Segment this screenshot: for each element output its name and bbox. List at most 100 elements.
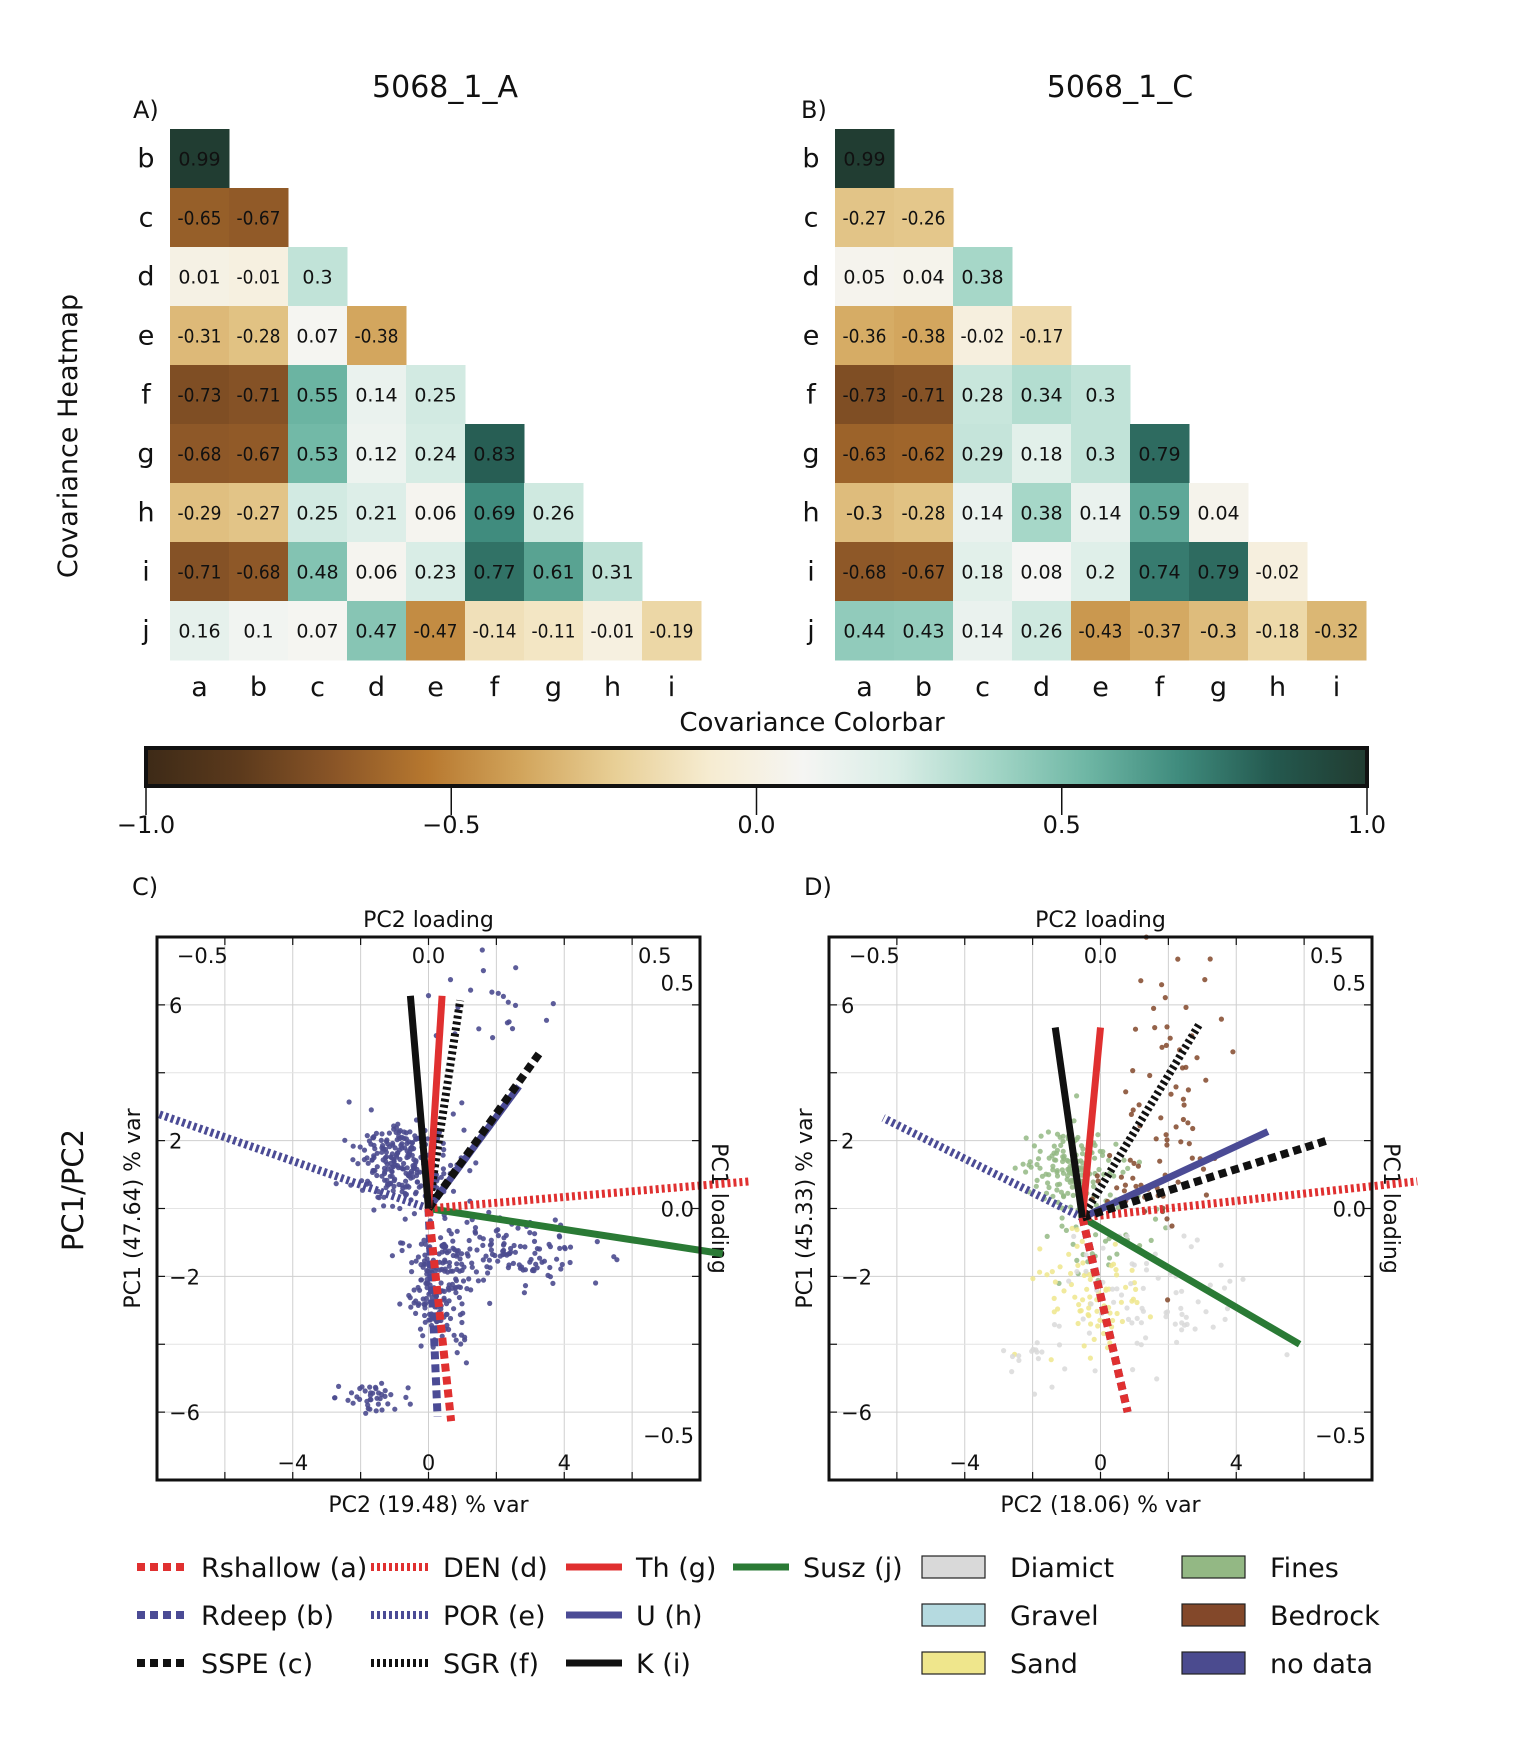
data-point <box>1119 1318 1125 1325</box>
heatmap-col-label: c <box>975 672 990 703</box>
data-point <box>381 1203 387 1209</box>
data-point <box>472 1225 479 1231</box>
data-point <box>513 965 519 971</box>
heatmap-cell <box>1012 424 1072 484</box>
legend-item: Bedrock <box>1181 1601 1380 1632</box>
data-point <box>453 1337 459 1343</box>
data-point <box>1075 1320 1081 1327</box>
data-point <box>1088 1321 1094 1327</box>
data-point <box>412 1191 419 1197</box>
data-point <box>1107 1310 1113 1316</box>
heatmap-cell <box>894 188 954 248</box>
legend-label: SSPE (c) <box>201 1649 313 1680</box>
data-point <box>1175 1179 1181 1185</box>
heatmap-cell-value: -0.02 <box>1256 562 1300 584</box>
data-point <box>467 1168 473 1174</box>
data-point <box>1085 1312 1091 1318</box>
data-point <box>1092 1155 1098 1161</box>
legend-item: no data <box>1181 1649 1373 1680</box>
data-point <box>382 1393 388 1399</box>
loadings <box>881 1020 1418 1414</box>
data-point <box>1185 1087 1191 1093</box>
data-point <box>357 1396 363 1402</box>
right-tick-label: 0.0 <box>661 1198 694 1222</box>
data-point <box>406 1243 412 1249</box>
data-point <box>413 1258 419 1264</box>
data-point <box>401 1135 407 1141</box>
data-point <box>401 1129 407 1135</box>
data-point <box>1086 1305 1092 1311</box>
data-point <box>1121 1157 1127 1163</box>
legend-label: SGR (f) <box>443 1649 539 1680</box>
data-point <box>1092 1368 1098 1374</box>
heatmap-cell-value: -0.01 <box>591 621 635 643</box>
data-point <box>406 1292 412 1299</box>
heatmap-cell <box>835 306 895 366</box>
data-point <box>1123 1284 1129 1290</box>
data-point <box>472 1229 478 1235</box>
data-point <box>558 1266 564 1272</box>
data-point <box>1108 1263 1114 1269</box>
data-point <box>531 1238 538 1244</box>
data-point <box>446 1260 453 1266</box>
data-point <box>488 1237 494 1243</box>
data-point <box>1057 1264 1063 1270</box>
data-point <box>1035 1156 1042 1162</box>
heatmap-cell-value: -0.38 <box>902 326 946 348</box>
data-point <box>411 1287 417 1293</box>
heatmap-cell <box>835 188 895 248</box>
heatmap-cell <box>1071 424 1131 484</box>
data-point <box>369 1157 375 1163</box>
data-point <box>466 1276 472 1282</box>
heatmap-cell <box>229 542 289 602</box>
data-point <box>379 1407 385 1413</box>
heatmap-cell-value: 0.3 <box>302 267 332 289</box>
data-point <box>1001 1348 1007 1354</box>
data-point <box>448 1162 454 1168</box>
data-point <box>469 1264 475 1270</box>
data-point <box>1053 1157 1059 1163</box>
data-point <box>1143 1335 1149 1341</box>
data-point <box>1155 1275 1161 1281</box>
heatmap-cell-value: 0.31 <box>591 562 633 584</box>
data-point <box>1188 1244 1194 1250</box>
heatmap-cell-value: 0.12 <box>355 444 397 466</box>
data-point <box>1134 1299 1140 1306</box>
data-point <box>1164 1024 1170 1030</box>
data-point <box>1194 1055 1200 1061</box>
data-point <box>1028 1164 1034 1170</box>
heatmap-cell-value: 0.34 <box>1020 385 1062 407</box>
data-point <box>1164 1142 1170 1148</box>
y-tick-label: 2 <box>169 1130 182 1154</box>
heatmap-cell-value: -0.28 <box>902 503 946 525</box>
loading-vector-g <box>425 995 446 1209</box>
data-point <box>495 990 501 996</box>
data-point <box>332 1395 338 1401</box>
data-point <box>483 1253 489 1259</box>
data-point <box>505 999 511 1005</box>
data-point <box>474 1247 480 1253</box>
data-point <box>1113 1141 1119 1147</box>
data-point <box>1129 1267 1135 1273</box>
data-point <box>1048 1357 1054 1363</box>
data-point <box>1147 1072 1153 1079</box>
data-point <box>512 1002 519 1009</box>
data-point <box>406 1171 412 1177</box>
y-tick-label: 6 <box>841 994 854 1018</box>
heatmap-cell-value: -0.3 <box>846 503 883 525</box>
heatmap-cell <box>1189 483 1249 543</box>
data-point <box>1138 1342 1144 1348</box>
data-point <box>1059 1215 1065 1221</box>
data-point <box>346 1099 352 1105</box>
data-point <box>406 1139 412 1145</box>
data-point <box>539 1259 545 1265</box>
data-point <box>1087 1294 1093 1300</box>
heatmap-col-label: i <box>1333 672 1341 703</box>
data-point <box>1034 1177 1040 1183</box>
heatmap-cell <box>170 129 230 189</box>
legend: Rshallow (a) Rdeep (b) SSPE (c) DEN (d) POR … <box>137 1553 1380 1680</box>
data-point <box>1167 1035 1173 1041</box>
data-point <box>473 1269 479 1275</box>
heatmap-cell-value: -0.73 <box>178 385 222 407</box>
data-point <box>371 1207 377 1213</box>
